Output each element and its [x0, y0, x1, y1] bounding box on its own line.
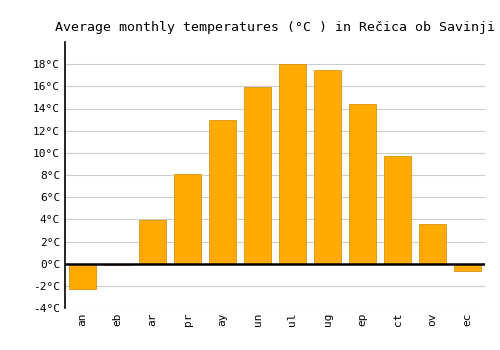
- Bar: [384, 156, 410, 264]
- Bar: [70, 264, 96, 289]
- Bar: [174, 174, 201, 264]
- Bar: [210, 120, 236, 264]
- Bar: [244, 88, 270, 264]
- Bar: [140, 220, 166, 264]
- Bar: [280, 64, 305, 264]
- Bar: [454, 264, 480, 272]
- Bar: [314, 70, 340, 264]
- Title: Average monthly temperatures (°C ) in Rečica ob Savinji: Average monthly temperatures (°C ) in Re…: [55, 21, 495, 34]
- Bar: [420, 224, 446, 264]
- Bar: [104, 264, 130, 265]
- Bar: [350, 104, 376, 264]
